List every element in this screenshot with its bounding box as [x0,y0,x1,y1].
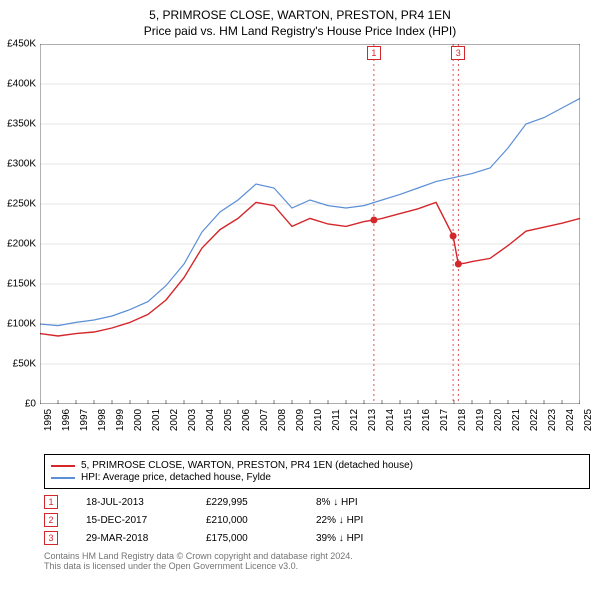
sale-price: £210,000 [206,515,316,526]
legend-swatch [51,465,75,467]
x-tick-label: 2008 [277,409,288,431]
y-tick-label: £350K [7,119,36,130]
x-tick-label: 2017 [439,409,450,431]
legend-label: HPI: Average price, detached house, Fyld… [81,472,271,483]
chart-area: £0£50K£100K£150K£200K£250K£300K£350K£400… [40,44,600,414]
x-tick-label: 1999 [115,409,126,431]
x-tick-label: 2021 [511,409,522,431]
sale-hpi-diff: 8% ↓ HPI [316,497,426,508]
legend-label: 5, PRIMROSE CLOSE, WARTON, PRESTON, PR4 … [81,460,413,471]
x-tick-label: 2005 [223,409,234,431]
sales-table: 1 18-JUL-2013£229,9958% ↓ HPI 2 15-DEC-2017… [44,495,590,545]
x-tick-label: 2009 [295,409,306,431]
x-tick-label: 2003 [187,409,198,431]
x-tick-label: 2006 [241,409,252,431]
y-tick-label: £450K [7,39,36,50]
footer-line1: Contains HM Land Registry data © Crown c… [44,551,590,561]
x-tick-label: 2019 [475,409,486,431]
x-tick-label: 2007 [259,409,270,431]
x-tick-label: 2016 [421,409,432,431]
x-tick-label: 2004 [205,409,216,431]
sale-row: 2 15-DEC-2017£210,00022% ↓ HPI [44,513,590,527]
sale-marker-label: 1 [367,46,381,60]
x-tick-label: 1997 [79,409,90,431]
x-tick-label: 2022 [529,409,540,431]
sale-date: 18-JUL-2013 [86,497,206,508]
y-tick-label: £0 [25,399,36,410]
footer-line2: This data is licensed under the Open Gov… [44,561,590,571]
x-tick-label: 2012 [349,409,360,431]
x-tick-label: 2001 [151,409,162,431]
sale-marker-label: 3 [451,46,465,60]
sale-price: £175,000 [206,533,316,544]
legend-item: HPI: Average price, detached house, Fyld… [51,472,583,483]
x-tick-label: 2014 [385,409,396,431]
y-tick-label: £200K [7,239,36,250]
legend-swatch [51,477,75,479]
y-tick-label: £250K [7,199,36,210]
sale-row-marker: 2 [44,513,58,527]
sale-hpi-diff: 22% ↓ HPI [316,515,426,526]
sale-price: £229,995 [206,497,316,508]
chart-title-line1: 5, PRIMROSE CLOSE, WARTON, PRESTON, PR4 … [0,8,600,22]
x-tick-label: 2015 [403,409,414,431]
sale-hpi-diff: 39% ↓ HPI [316,533,426,544]
x-tick-label: 2010 [313,409,324,431]
sale-date: 29-MAR-2018 [86,533,206,544]
footer-attribution: Contains HM Land Registry data © Crown c… [44,551,590,571]
x-tick-label: 2020 [493,409,504,431]
x-tick-label: 2013 [367,409,378,431]
sale-row: 3 29-MAR-2018£175,00039% ↓ HPI [44,531,590,545]
line-chart-svg [40,44,580,404]
sale-row-marker: 1 [44,495,58,509]
y-tick-label: £150K [7,279,36,290]
x-tick-label: 2011 [331,409,342,431]
x-tick-label: 2023 [547,409,558,431]
x-tick-label: 1995 [43,409,54,431]
y-tick-label: £300K [7,159,36,170]
x-tick-label: 2024 [565,409,576,431]
x-tick-label: 2025 [583,409,594,431]
legend-item: 5, PRIMROSE CLOSE, WARTON, PRESTON, PR4 … [51,460,583,471]
y-axis-labels: £0 £50K £100K £150K £200K £250K £300K £350K £400… [0,44,38,414]
x-tick-label: 1998 [97,409,108,431]
chart-legend: 5, PRIMROSE CLOSE, WARTON, PRESTON, PR4 … [44,454,590,489]
y-tick-label: £400K [7,79,36,90]
sale-date: 15-DEC-2017 [86,515,206,526]
x-tick-label: 2002 [169,409,180,431]
x-tick-label: 2000 [133,409,144,431]
sale-row: 1 18-JUL-2013£229,9958% ↓ HPI [44,495,590,509]
x-tick-label: 2018 [457,409,468,431]
chart-title-line2: Price paid vs. HM Land Registry's House … [0,24,600,38]
x-axis-labels: 1995199619971998199920002001200220032004… [40,416,600,446]
y-tick-label: £100K [7,319,36,330]
x-tick-label: 1996 [61,409,72,431]
y-tick-label: £50K [13,359,36,370]
sale-row-marker: 3 [44,531,58,545]
